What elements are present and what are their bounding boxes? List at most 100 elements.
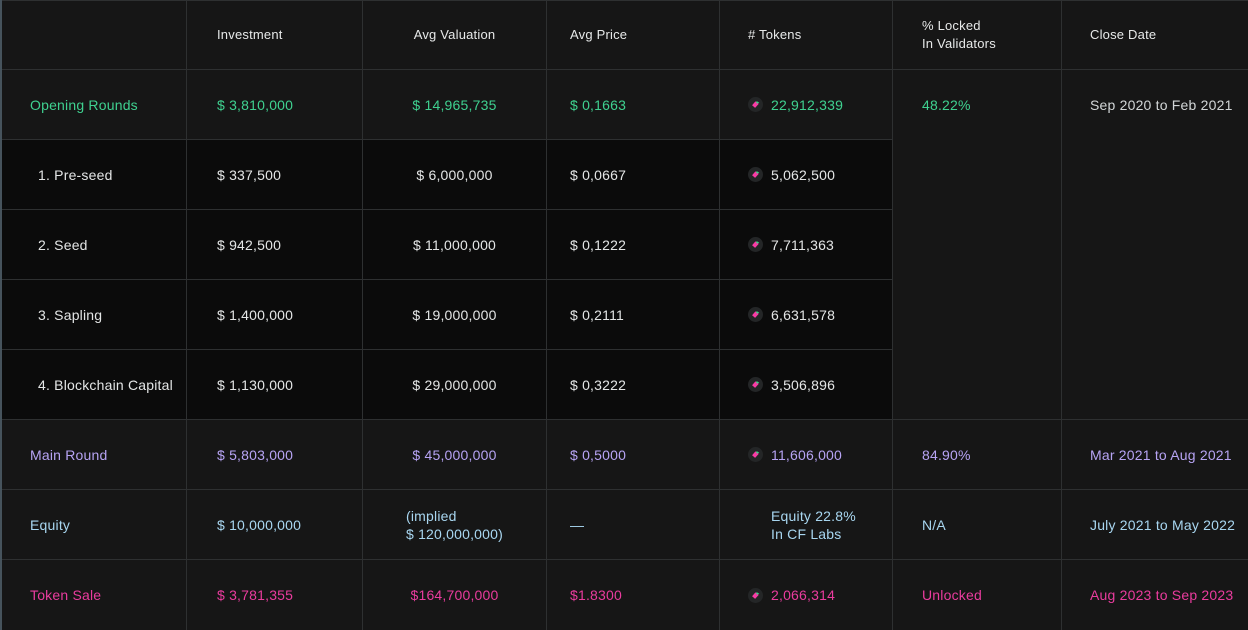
- avg-price-cell: $ 0,3222: [547, 350, 720, 420]
- cell-text: Token Sale: [30, 587, 102, 603]
- avg-valuation-cell: $ 14,965,735: [363, 70, 547, 140]
- cell-text: $ 10,000,000: [217, 516, 302, 533]
- cell-text: 11,606,000: [771, 446, 843, 463]
- cell-text: $ 5,803,000: [217, 446, 294, 463]
- chainflip-token-icon: [748, 447, 763, 462]
- cell-text: 84.90%: [922, 446, 971, 463]
- header-locked-line2: In Validators: [922, 35, 996, 51]
- tokens-cell: 11,606,000: [720, 420, 893, 490]
- investment-cell: $ 3,781,355: [187, 560, 363, 630]
- table-row-sapling: 3. Sapling $ 1,400,000 $ 19,000,000 $ 0,211…: [0, 280, 1248, 350]
- tokens-cell: 5,062,500: [720, 140, 893, 210]
- row-label-cell: Opening Rounds: [0, 70, 187, 140]
- cell-text: $ 0,0667: [570, 166, 627, 183]
- table-row-token-sale: Token Sale $ 3,781,355 $164,700,000 $1.8300…: [0, 560, 1248, 630]
- avg-valuation-cell: $164,700,000: [363, 560, 547, 630]
- cell-text: $ 1,130,000: [217, 376, 294, 393]
- table-row-main-round: Main Round $ 5,803,000 $ 45,000,000 $ 0,500…: [0, 420, 1248, 490]
- header-cell-close-date: Close Date: [1062, 0, 1248, 70]
- avg-price-cell: $ 0,2111: [547, 280, 720, 350]
- cell-text: $ 3,781,355: [217, 587, 294, 603]
- close-date-cell: [1062, 280, 1248, 350]
- cell-text: Equity: [30, 516, 71, 533]
- avg-valuation-cell: $ 6,000,000: [363, 140, 547, 210]
- close-date-cell: Mar 2021 to Aug 2021: [1062, 420, 1248, 490]
- header-locked-line1: % Locked: [922, 17, 981, 33]
- table-row-equity: Equity $ 10,000,000 (implied $ 120,000,000)…: [0, 490, 1248, 560]
- table-row-blockchain-capital: 4. Blockchain Capital $ 1,130,000 $ 29,000…: [0, 350, 1248, 420]
- header-investment-label: Investment: [217, 27, 283, 42]
- row-label-cell: Token Sale: [0, 560, 187, 630]
- tokens-cell: 7,711,363: [720, 210, 893, 280]
- chainflip-token-icon: [748, 377, 763, 392]
- cell-text: $ 0,5000: [570, 446, 627, 463]
- cell-text: $ 29,000,000: [412, 376, 497, 393]
- row-label-cell: Equity: [0, 490, 187, 560]
- header-avg-price-label: Avg Price: [570, 27, 628, 42]
- close-date-cell: [1062, 350, 1248, 420]
- header-cell-round: [0, 0, 187, 70]
- tokens-cell: 22,912,339: [720, 70, 893, 140]
- locked-cell: 48.22%: [893, 70, 1062, 140]
- locked-cell: Unlocked: [893, 560, 1062, 630]
- header-avg-valuation-label: Avg Valuation: [413, 27, 496, 42]
- cell-text: 7,711,363: [771, 236, 835, 253]
- cell-text: July 2021 to May 2022: [1090, 516, 1236, 533]
- cell-text: 4. Blockchain Capital: [38, 376, 173, 393]
- table-row-pre-seed: 1. Pre-seed $ 337,500 $ 6,000,000 $ 0,0667 5…: [0, 140, 1248, 210]
- avg-price-cell: $ 0,0667: [547, 140, 720, 210]
- cell-text: —: [570, 516, 585, 533]
- avg-valuation-cell: $ 29,000,000: [363, 350, 547, 420]
- table-row-seed: 2. Seed $ 942,500 $ 11,000,000 $ 0,1222 7,71…: [0, 210, 1248, 280]
- cell-text: 3. Sapling: [38, 306, 103, 323]
- locked-cell: 84.90%: [893, 420, 1062, 490]
- investment-cell: $ 1,130,000: [187, 350, 363, 420]
- cell-text: $ 45,000,000: [412, 446, 497, 463]
- cell-text: 6,631,578: [771, 306, 836, 323]
- cell-text: Mar 2021 to Aug 2021: [1090, 446, 1232, 463]
- locked-cell: [893, 350, 1062, 420]
- tokens-cell: 2,066,314: [720, 560, 893, 630]
- locked-cell: [893, 280, 1062, 350]
- cell-text: 1. Pre-seed: [38, 166, 113, 183]
- cell-text: 3,506,896: [771, 376, 836, 393]
- header-cell-tokens: # Tokens: [720, 0, 893, 70]
- cell-text-line: Equity 22.8%: [771, 507, 856, 524]
- cell-text-line: (implied: [406, 507, 457, 524]
- header-locked-label: % Locked In Validators: [922, 17, 996, 53]
- cell-text: Opening Rounds: [30, 96, 138, 113]
- table-row-opening-rounds: Opening Rounds $ 3,810,000 $ 14,965,735 $ 0…: [0, 70, 1248, 140]
- cell-text: $ 0,2111: [570, 306, 625, 323]
- row-label-cell: 2. Seed: [0, 210, 187, 280]
- avg-valuation-cell: $ 11,000,000: [363, 210, 547, 280]
- locked-cell: [893, 210, 1062, 280]
- investment-cell: $ 1,400,000: [187, 280, 363, 350]
- header-cell-investment: Investment: [187, 0, 363, 70]
- investment-cell: $ 3,810,000: [187, 70, 363, 140]
- chainflip-token-icon: [748, 587, 763, 603]
- tokens-cell: 3,506,896: [720, 350, 893, 420]
- investment-cell: $ 942,500: [187, 210, 363, 280]
- cell-text: Sep 2020 to Feb 2021: [1090, 97, 1233, 113]
- chainflip-token-icon: [748, 167, 763, 182]
- cell-text: Main Round: [30, 446, 108, 463]
- header-cell-locked-in-validators: % Locked In Validators: [893, 0, 1062, 70]
- table-header-row: Investment Avg Valuation Avg Price # Tok…: [0, 0, 1248, 70]
- row-label-cell: 3. Sapling: [0, 280, 187, 350]
- cell-text: $ 6,000,000: [416, 166, 493, 183]
- header-cell-avg-price: Avg Price: [547, 0, 720, 70]
- chainflip-token-icon: [748, 307, 763, 322]
- cell-text: $ 0,1663: [570, 96, 627, 113]
- cell-text: $ 1,400,000: [217, 306, 294, 323]
- tokens-cell: 6,631,578: [720, 280, 893, 350]
- cell-text: $ 19,000,000: [412, 306, 497, 323]
- cell-text: $ 14,965,735: [412, 96, 497, 113]
- avg-price-cell: $ 0,5000: [547, 420, 720, 490]
- cell-text: $1.8300: [570, 587, 623, 603]
- cell-text: 2,066,314: [771, 587, 836, 603]
- cell-text: Aug 2023 to Sep 2023: [1090, 587, 1234, 603]
- cell-text: N/A: [922, 516, 946, 533]
- avg-price-cell: —: [547, 490, 720, 560]
- cell-text: $ 0,1222: [570, 236, 627, 253]
- cell-text: (implied $ 120,000,000): [406, 507, 503, 543]
